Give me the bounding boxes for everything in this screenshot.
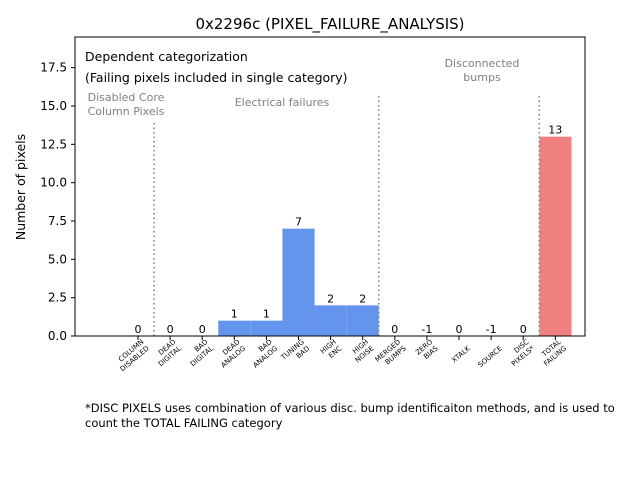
y-axis-label: Number of pixels bbox=[13, 134, 28, 240]
value-label-high-enc: 2 bbox=[327, 292, 334, 305]
annotation-disconnected-line1: Disconnected bbox=[445, 57, 520, 70]
bar-total-failing bbox=[539, 136, 572, 336]
bar-high-noise bbox=[346, 305, 379, 336]
annotation-disabled-core-line1: Disabled Core bbox=[88, 91, 165, 104]
value-label-zero-bias: -1 bbox=[421, 323, 432, 336]
value-label-xtalk: 0 bbox=[456, 323, 463, 336]
value-label-source: -1 bbox=[486, 323, 497, 336]
value-label-total-failing: 13 bbox=[548, 124, 562, 137]
y-tick-label: 2.5 bbox=[48, 291, 67, 305]
value-label-high-noise: 2 bbox=[359, 292, 366, 305]
x-tick-label-xtalk: XTALK bbox=[450, 344, 472, 364]
value-label-bad-digital: 0 bbox=[199, 323, 206, 336]
value-label-dead-digital: 0 bbox=[167, 323, 174, 336]
plot-frame bbox=[74, 36, 586, 337]
value-label-tuning-bad: 7 bbox=[295, 216, 302, 229]
bar-high-enc bbox=[314, 305, 347, 336]
y-tick-label: 15.0 bbox=[40, 99, 67, 113]
bar-tuning-bad bbox=[282, 228, 315, 336]
dividers-layer bbox=[153, 93, 540, 336]
y-tick-label: 5.0 bbox=[48, 252, 67, 266]
value-label-bad-analog: 1 bbox=[263, 308, 270, 321]
legend-line-1: Dependent categorization bbox=[85, 49, 248, 64]
value-label-column-disabled: 0 bbox=[135, 323, 142, 336]
value-label-merged-bumps: 0 bbox=[391, 323, 398, 336]
annotation-electrical: Electrical failures bbox=[235, 96, 330, 109]
annotation-disconnected: Disconnected bumps bbox=[445, 57, 520, 84]
value-label-dead-analog: 1 bbox=[231, 308, 238, 321]
y-tick-labels: 0.0 2.5 5.0 7.5 10.0 12.5 15.0 17.5 bbox=[40, 61, 75, 343]
annotation-disabled-core-line2: Column Pixels bbox=[88, 105, 165, 118]
y-tick-label: 12.5 bbox=[40, 137, 67, 151]
value-labels-layer: 0 0 0 1 1 7 2 2 0 -1 0 -1 0 13 bbox=[135, 124, 563, 336]
legend-box: Dependent categorization (Failing pixels… bbox=[85, 49, 348, 85]
annotation-disconnected-line2: bumps bbox=[463, 71, 501, 84]
y-tick-label: 10.0 bbox=[40, 176, 67, 190]
footnote: *DISC PIXELS uses combination of various… bbox=[85, 401, 615, 430]
chart-title: 0x2296c (PIXEL_FAILURE_ANALYSIS) bbox=[195, 15, 464, 34]
legend-line-2: (Failing pixels included in single categ… bbox=[85, 70, 348, 85]
x-tick-label-line: XTALK bbox=[450, 344, 472, 364]
bar-bad-analog bbox=[250, 320, 283, 336]
y-tick-label: 0.0 bbox=[48, 329, 67, 343]
y-tick-label: 17.5 bbox=[40, 61, 67, 75]
x-tick-label-source: SOURCE bbox=[477, 344, 504, 369]
x-tick-label-line: SOURCE bbox=[477, 344, 504, 369]
bar-dead-analog bbox=[218, 320, 251, 336]
bars-layer bbox=[218, 136, 572, 336]
annotation-disabled-core: Disabled Core Column Pixels bbox=[88, 91, 165, 118]
y-tick-label: 7.5 bbox=[48, 214, 67, 228]
value-label-disc-pixels: 0 bbox=[520, 323, 527, 336]
